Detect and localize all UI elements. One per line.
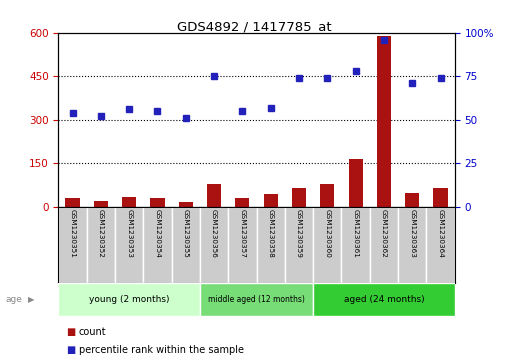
Bar bbox=[58, 283, 200, 316]
Bar bbox=[313, 207, 341, 283]
Bar bbox=[150, 198, 165, 207]
Text: GSM1230355: GSM1230355 bbox=[183, 209, 189, 258]
Text: GSM1230353: GSM1230353 bbox=[126, 209, 132, 258]
Text: GSM1230352: GSM1230352 bbox=[98, 209, 104, 258]
Text: GSM1230361: GSM1230361 bbox=[353, 209, 359, 258]
Bar bbox=[257, 207, 285, 283]
Text: ■: ■ bbox=[66, 345, 75, 355]
Bar bbox=[405, 193, 419, 207]
Bar bbox=[179, 202, 193, 207]
Text: GSM1230362: GSM1230362 bbox=[381, 209, 387, 258]
Text: percentile rank within the sample: percentile rank within the sample bbox=[79, 345, 244, 355]
Text: ▶: ▶ bbox=[28, 295, 35, 304]
Text: count: count bbox=[79, 327, 106, 337]
Bar bbox=[207, 184, 221, 207]
Bar bbox=[235, 198, 249, 207]
Text: GSM1230357: GSM1230357 bbox=[239, 209, 245, 258]
Bar bbox=[426, 207, 455, 283]
Bar bbox=[87, 207, 115, 283]
Bar bbox=[341, 207, 370, 283]
Bar bbox=[398, 207, 426, 283]
Bar bbox=[264, 194, 278, 207]
Bar bbox=[143, 207, 172, 283]
Text: ■: ■ bbox=[66, 327, 75, 337]
Bar bbox=[377, 36, 391, 207]
Bar bbox=[285, 207, 313, 283]
Text: GSM1230354: GSM1230354 bbox=[154, 209, 161, 258]
Bar bbox=[122, 197, 136, 207]
Text: young (2 months): young (2 months) bbox=[89, 295, 170, 304]
Text: GSM1230364: GSM1230364 bbox=[437, 209, 443, 258]
Text: GSM1230356: GSM1230356 bbox=[211, 209, 217, 258]
Bar bbox=[228, 207, 257, 283]
Bar bbox=[66, 198, 80, 207]
Bar bbox=[370, 207, 398, 283]
Bar bbox=[58, 207, 87, 283]
Text: GSM1230358: GSM1230358 bbox=[268, 209, 274, 258]
Bar bbox=[433, 188, 448, 207]
Text: middle aged (12 months): middle aged (12 months) bbox=[208, 295, 305, 304]
Bar bbox=[348, 159, 363, 207]
Text: GSM1230359: GSM1230359 bbox=[296, 209, 302, 258]
Text: GSM1230351: GSM1230351 bbox=[70, 209, 76, 258]
Text: GSM1230360: GSM1230360 bbox=[324, 209, 330, 258]
Bar bbox=[313, 283, 455, 316]
Bar bbox=[292, 188, 306, 207]
Bar bbox=[172, 207, 200, 283]
Text: age: age bbox=[5, 295, 22, 304]
Bar bbox=[94, 200, 108, 207]
Bar bbox=[320, 184, 334, 207]
Bar bbox=[200, 207, 228, 283]
Bar bbox=[115, 207, 143, 283]
Bar bbox=[200, 283, 313, 316]
Text: GSM1230363: GSM1230363 bbox=[409, 209, 415, 258]
Text: aged (24 months): aged (24 months) bbox=[343, 295, 424, 304]
Text: GDS4892 / 1417785_at: GDS4892 / 1417785_at bbox=[177, 20, 331, 33]
